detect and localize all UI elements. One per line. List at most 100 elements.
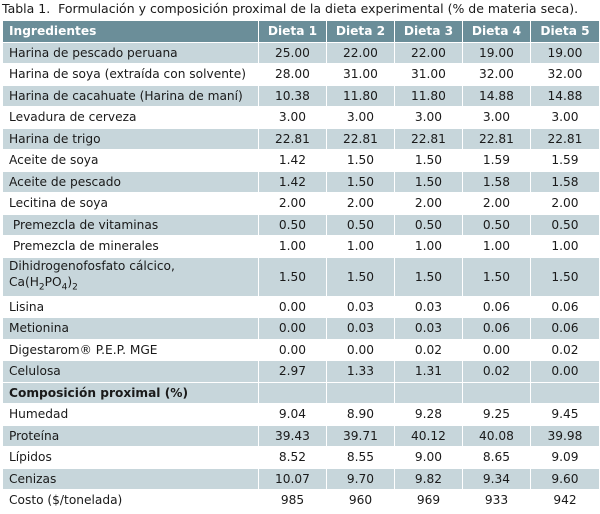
row-label: Harina de cacahuate (Harina de maní) bbox=[2, 84, 259, 107]
cell-value: 39.71 bbox=[326, 424, 395, 447]
cell-value: 25.00 bbox=[258, 41, 327, 64]
section-title: Composición proximal (%) bbox=[2, 381, 259, 404]
cell-value: 31.00 bbox=[326, 63, 395, 86]
cell-value: 22.81 bbox=[394, 127, 463, 150]
cell-value: 2.00 bbox=[530, 192, 600, 215]
cell-value: 19.00 bbox=[530, 41, 600, 64]
cell-value: 9.60 bbox=[530, 467, 600, 490]
cell-value: 0.00 bbox=[530, 360, 600, 383]
table-row: Digestarom® P.E.P. MGE 0.00 0.00 0.02 0.… bbox=[2, 338, 600, 361]
cell-value: 1.00 bbox=[462, 235, 531, 258]
cell-value: 1.50 bbox=[258, 256, 327, 297]
cell-value: 11.80 bbox=[326, 84, 395, 107]
cell-value: 22.81 bbox=[530, 127, 600, 150]
table-row: Harina de trigo 22.81 22.81 22.81 22.81 … bbox=[2, 127, 600, 150]
cell-value: 0.00 bbox=[326, 338, 395, 361]
table-row: Levadura de cerveza 3.00 3.00 3.00 3.00 … bbox=[2, 106, 600, 129]
cell-value: 40.12 bbox=[394, 424, 463, 447]
row-label: Costo ($/tonelada) bbox=[2, 489, 259, 512]
cell-value: 1.33 bbox=[326, 360, 395, 383]
cell-value: 0.50 bbox=[258, 213, 327, 236]
cell-value: 1.31 bbox=[394, 360, 463, 383]
cell-value: 3.00 bbox=[462, 106, 531, 129]
cell-value: 0.02 bbox=[530, 338, 600, 361]
table-row: Humedad 9.04 8.90 9.28 9.25 9.45 bbox=[2, 403, 600, 426]
row-label: Humedad bbox=[2, 403, 259, 426]
cell-value: 1.50 bbox=[530, 256, 600, 297]
label-line-1: Dihidrogenofosfato cálcico, bbox=[9, 258, 175, 273]
table-row: Premezcla de minerales 1.00 1.00 1.00 1.… bbox=[2, 235, 600, 258]
cell-value: 1.50 bbox=[462, 256, 531, 297]
caption-prefix: Tabla 1. bbox=[2, 1, 51, 16]
table-caption: Tabla 1. Formulación y composición proxi… bbox=[2, 2, 578, 16]
header-dieta-4: Dieta 4 bbox=[462, 20, 531, 43]
cell-value: 960 bbox=[326, 489, 395, 512]
cell-value: 9.09 bbox=[530, 446, 600, 469]
cell-value: 40.08 bbox=[462, 424, 531, 447]
cell-value: 9.04 bbox=[258, 403, 327, 426]
table-row: Aceite de pescado 1.42 1.50 1.50 1.58 1.… bbox=[2, 170, 600, 193]
header-dieta-5: Dieta 5 bbox=[530, 20, 600, 43]
cell-value: 3.00 bbox=[326, 106, 395, 129]
table-row: Aceite de soya 1.42 1.50 1.50 1.59 1.59 bbox=[2, 149, 600, 172]
cell-value: 9.25 bbox=[462, 403, 531, 426]
cell-value: 19.00 bbox=[462, 41, 531, 64]
cell-value: 28.00 bbox=[258, 63, 327, 86]
row-label: Lisina bbox=[2, 295, 259, 318]
cell-value: 0.06 bbox=[462, 317, 531, 340]
cell-value: 8.90 bbox=[326, 403, 395, 426]
cell-value: 9.34 bbox=[462, 467, 531, 490]
cell-value: 942 bbox=[530, 489, 600, 512]
cell-value: 8.52 bbox=[258, 446, 327, 469]
cell-value: 9.28 bbox=[394, 403, 463, 426]
table-row: Metionina 0.00 0.03 0.03 0.06 0.06 bbox=[2, 317, 600, 340]
cell-value: 1.50 bbox=[326, 170, 395, 193]
cell-value: 31.00 bbox=[394, 63, 463, 86]
cell-value: 8.65 bbox=[462, 446, 531, 469]
cell-value: 1.00 bbox=[258, 235, 327, 258]
cell-value: 1.59 bbox=[530, 149, 600, 172]
cell-value: 0.50 bbox=[462, 213, 531, 236]
cell-value: 14.88 bbox=[530, 84, 600, 107]
cell-value: 0.00 bbox=[258, 317, 327, 340]
cell-value: 22.00 bbox=[394, 41, 463, 64]
cell-value: 9.82 bbox=[394, 467, 463, 490]
cell-value: 1.00 bbox=[326, 235, 395, 258]
cell-value: 2.00 bbox=[394, 192, 463, 215]
cell-value: 10.07 bbox=[258, 467, 327, 490]
cell-value: 0.06 bbox=[462, 295, 531, 318]
row-label: Harina de pescado peruana bbox=[2, 41, 259, 64]
cell-value: 1.58 bbox=[530, 170, 600, 193]
cell-value: 0.00 bbox=[258, 295, 327, 318]
cell-value: 22.81 bbox=[462, 127, 531, 150]
row-label: Proteína bbox=[2, 424, 259, 447]
cell-value: 3.00 bbox=[530, 106, 600, 129]
row-label: Harina de soya (extraída con solvente) bbox=[2, 63, 259, 86]
cell-value: 9.70 bbox=[326, 467, 395, 490]
cell-value: 1.00 bbox=[530, 235, 600, 258]
table-row: Costo ($/tonelada) 985 960 969 933 942 bbox=[2, 489, 600, 512]
cell-value: 39.98 bbox=[530, 424, 600, 447]
header-dieta-2: Dieta 2 bbox=[326, 20, 395, 43]
cell-value: 3.00 bbox=[394, 106, 463, 129]
caption-text: Formulación y composición proximal de la… bbox=[58, 1, 579, 16]
cell-value: 0.00 bbox=[462, 338, 531, 361]
cell-value: 2.00 bbox=[326, 192, 395, 215]
cell-value: 9.45 bbox=[530, 403, 600, 426]
cell-value: 1.58 bbox=[462, 170, 531, 193]
cell-value: 985 bbox=[258, 489, 327, 512]
cell-value: 2.00 bbox=[258, 192, 327, 215]
cell-value: 0.00 bbox=[258, 338, 327, 361]
cell-value: 0.03 bbox=[394, 317, 463, 340]
row-label: Harina de trigo bbox=[2, 127, 259, 150]
cell-value: 1.50 bbox=[326, 256, 395, 297]
row-label: Lecitina de soya bbox=[2, 192, 259, 215]
header-dieta-3: Dieta 3 bbox=[394, 20, 463, 43]
header-row: Ingredientes Dieta 1 Dieta 2 Dieta 3 Die… bbox=[2, 20, 600, 43]
cell-value: 1.42 bbox=[258, 170, 327, 193]
chemical-formula: Ca(H2PO4)2 bbox=[9, 274, 78, 293]
cell-value: 2.97 bbox=[258, 360, 327, 383]
cell-value: 1.00 bbox=[394, 235, 463, 258]
cell-value: 8.55 bbox=[326, 446, 395, 469]
row-label: Lípidos bbox=[2, 446, 259, 469]
